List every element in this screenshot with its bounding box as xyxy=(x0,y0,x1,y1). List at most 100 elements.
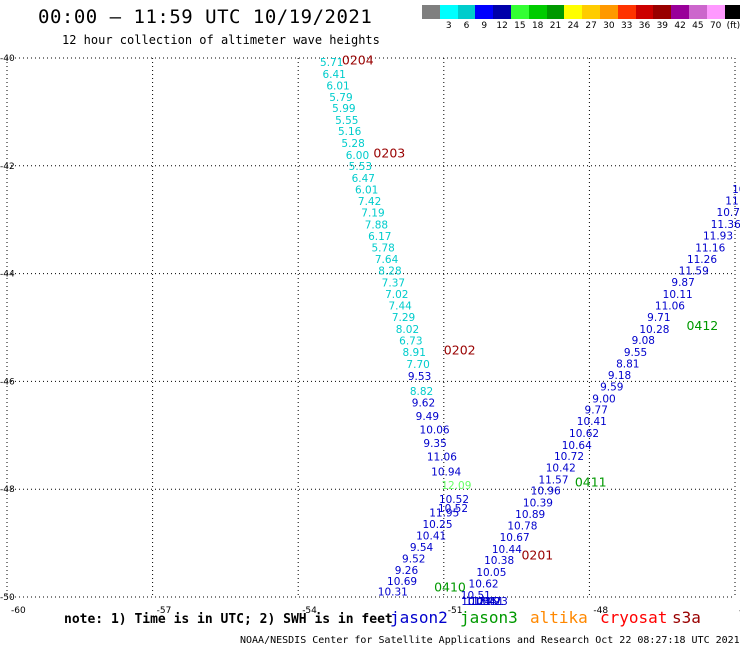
data-point-label: 6.73 xyxy=(399,336,422,348)
y-tick-label: -50 xyxy=(0,593,15,603)
colorbar-swatch xyxy=(528,5,547,19)
data-point-label: 10.64 xyxy=(562,440,592,452)
data-point-label: 8.81 xyxy=(616,358,639,370)
data-point-label: 9.00 xyxy=(592,393,615,405)
colorbar-swatch xyxy=(724,5,740,19)
data-point-label: 9.08 xyxy=(632,335,655,347)
data-point-label: 11.16 xyxy=(695,243,725,255)
data-point-label: 5.55 xyxy=(335,115,358,127)
colorbar-tick-label: 45 xyxy=(692,21,704,31)
colorbar-swatch xyxy=(582,5,600,19)
data-point-label: 9.26 xyxy=(395,565,419,577)
colorbar-tick-label: 21 xyxy=(549,21,562,31)
y-tick-label: -40 xyxy=(0,54,15,64)
data-point-label: 10.24 xyxy=(461,596,491,608)
colorbar-swatch xyxy=(653,5,672,19)
data-point-label: 10.62 xyxy=(469,578,499,590)
colorbar-swatch xyxy=(599,5,618,19)
colorbar-tick-label: 33 xyxy=(620,21,633,31)
data-point-label: 7.70 xyxy=(406,359,429,371)
time-label: 0204 xyxy=(342,52,374,67)
data-point-label: 10.78 xyxy=(507,521,537,533)
legend-jason2: jason2 xyxy=(390,608,448,627)
colorbar-swatch xyxy=(617,5,636,19)
data-point-label: 10.38 xyxy=(484,555,514,567)
data-point-label: 5.28 xyxy=(341,138,364,150)
data-point-label: 9.53 xyxy=(408,371,431,383)
legend-altika: altika xyxy=(530,608,588,627)
data-point-label: 5.71 xyxy=(320,57,343,69)
colorbar-tick-label: 27 xyxy=(585,21,597,31)
colorbar-tick-label: 18 xyxy=(531,21,544,31)
data-point-label: 9.59 xyxy=(600,382,623,394)
colorbar-tick-label: 3 xyxy=(445,21,452,31)
colorbar-tick-label: 39 xyxy=(656,21,669,31)
data-point-label: 10.44 xyxy=(492,544,522,556)
data-point-label: 9.87 xyxy=(671,277,694,289)
data-point-label: 6.01 xyxy=(326,80,349,92)
data-point-label: 8.28 xyxy=(378,266,401,278)
data-point-label: 9.55 xyxy=(624,347,647,359)
data-point-label: 6.00 xyxy=(346,150,369,162)
x-tick-label: -48 xyxy=(593,606,608,616)
data-point-label: 5.79 xyxy=(329,92,352,104)
data-point-label: 11.51 xyxy=(474,596,504,608)
colorbar-tick-label: 42 xyxy=(674,21,686,31)
data-point-label: 10.7 xyxy=(717,207,740,219)
data-point-label: 5.99 xyxy=(332,103,355,115)
data-point-label: 8.02 xyxy=(396,324,419,336)
data-point-label: 11.23 xyxy=(478,596,508,608)
footer-credit: NOAA/NESDIS Center for Satellite Applica… xyxy=(240,635,740,646)
data-point-label: 10.06 xyxy=(420,425,450,437)
colorbar-swatch xyxy=(510,5,529,19)
y-tick-label: -46 xyxy=(0,377,15,387)
legend-jason3: jason3 xyxy=(460,608,518,627)
time-label: 0203 xyxy=(373,146,405,161)
data-point-label: 10.31 xyxy=(378,586,408,598)
x-tick-label: -57 xyxy=(157,606,172,616)
data-point-label: 5.16 xyxy=(338,126,362,138)
colorbar-tick-label: 12 xyxy=(496,21,508,31)
colorbar-tick-label: 9 xyxy=(481,21,488,31)
data-point-label: 8.91 xyxy=(403,347,426,359)
data-point-label: 11.93 xyxy=(703,231,733,243)
data-point-label: 9.71 xyxy=(647,312,670,324)
data-point-label: 10.49 xyxy=(470,596,500,608)
data-point-label: 11.64 xyxy=(466,596,496,608)
colorbar-swatch xyxy=(635,5,654,19)
colorbar-swatch xyxy=(422,5,440,19)
data-point-label: 11.95 xyxy=(429,508,459,520)
data-point-label: 10.41 xyxy=(577,416,607,428)
colorbar-swatch xyxy=(457,5,476,19)
data-point-label: 6.01 xyxy=(355,184,378,196)
data-point-label: 9.54 xyxy=(410,542,434,554)
legend-s3a: s3a xyxy=(672,608,701,627)
data-point-label: 7.88 xyxy=(365,219,388,231)
data-point-label: 8.82 xyxy=(410,386,433,398)
data-point-label: 9.62 xyxy=(412,398,435,410)
colorbar-swatch xyxy=(706,5,725,19)
data-point-label: 7.64 xyxy=(375,254,399,266)
x-tick-label: -60 xyxy=(11,606,26,616)
x-tick-label: -54 xyxy=(302,606,317,616)
colorbar-swatch xyxy=(493,5,511,19)
data-point-label: 10.41 xyxy=(416,530,446,542)
data-point-label: 9.35 xyxy=(423,438,446,450)
data-point-label: 6.17 xyxy=(368,231,391,243)
colorbar-tick-label: 6 xyxy=(463,21,470,31)
data-point-label: 10.62 xyxy=(569,428,599,440)
data-point-label: 7.42 xyxy=(358,196,381,208)
data-point-label: 10.51 xyxy=(461,590,491,602)
data-point-label: 10.94 xyxy=(431,467,461,479)
colorbar-swatch xyxy=(564,5,583,19)
data-point-label: 10.28 xyxy=(639,324,669,336)
chart-subtitle: 12 hour collection of altimeter wave hei… xyxy=(62,33,380,47)
data-point-label: 6.41 xyxy=(322,69,345,81)
data-point-label: 11.26 xyxy=(687,254,717,266)
y-tick-label: -48 xyxy=(0,485,15,495)
data-point-label: 10.11 xyxy=(663,289,693,301)
colorbar-labels: 3 6 9 12 15 18 21 24 27 30 33 36 39 42 45 70 (ft) xyxy=(422,21,740,33)
colorbar-tick-label: 36 xyxy=(638,21,651,31)
colorbar-unit: (ft) xyxy=(726,21,740,31)
legend-cryosat: cryosat xyxy=(600,608,668,627)
